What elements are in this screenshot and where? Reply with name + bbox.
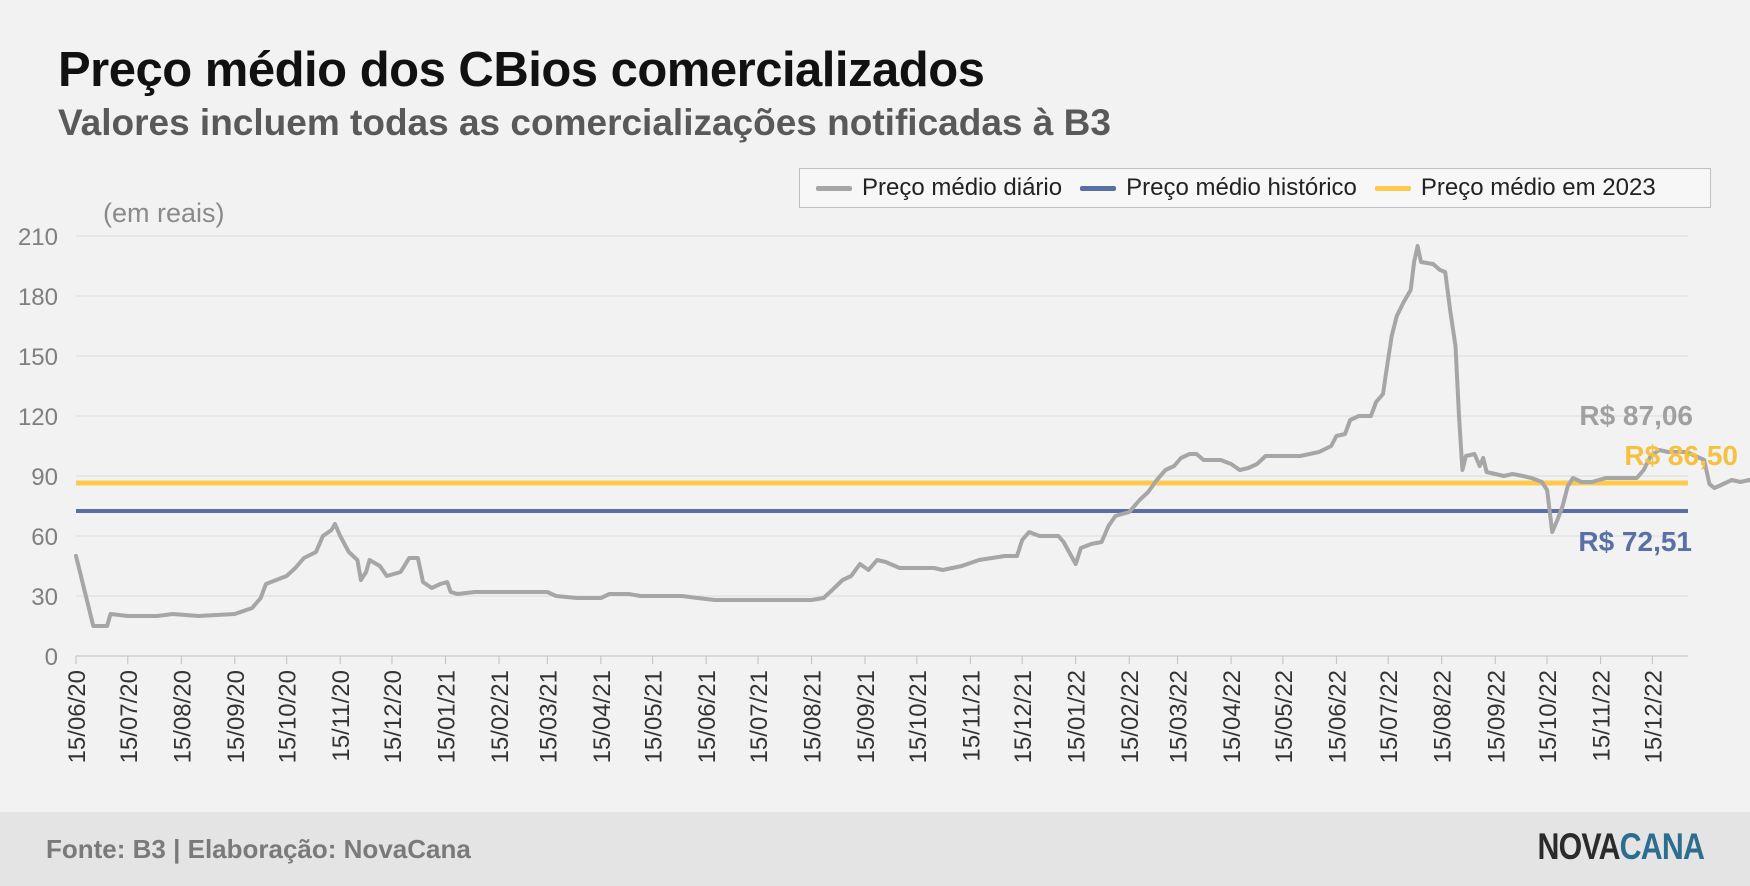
x-tick-label: 15/01/22 — [1064, 670, 1091, 763]
legend-item-2023: Preço médio em 2023 — [1374, 174, 1656, 202]
legend-item-historic: Preço médio histórico — [1080, 174, 1357, 202]
x-tick-label: 15/02/22 — [1117, 670, 1144, 763]
x-tick-label: 15/07/22 — [1376, 670, 1403, 763]
legend-swatch-historic — [1080, 185, 1117, 191]
footer: Fonte: B3 | Elaboração: NovaCana NOVACAN… — [0, 812, 1750, 886]
y-tick-label: 180 — [18, 284, 58, 311]
x-tick-label: 15/11/21 — [958, 670, 985, 762]
daily-price-line — [74, 244, 1750, 628]
x-tick-label: 15/12/22 — [1640, 670, 1667, 763]
x-tick-label: 15/10/20 — [275, 670, 302, 763]
chart: 0 30 60 90 120 150 180 210 (em reais) 15/06/20 15… — [18, 198, 1750, 763]
legend-label-historic: Preço médio histórico — [1126, 174, 1357, 201]
legend-swatch-2023 — [1374, 185, 1411, 191]
y-tick-label: 120 — [18, 404, 58, 431]
x-tick-label: 15/08/21 — [800, 670, 827, 763]
x-tick-label: 15/11/20 — [328, 670, 355, 762]
legend-swatch-daily — [816, 185, 852, 191]
legend-label-daily: Preço médio diário — [862, 174, 1063, 201]
x-tick-label: 15/07/21 — [746, 670, 773, 763]
x-tick-label: 15/07/20 — [116, 670, 143, 763]
y-tick-label: 90 — [31, 464, 58, 491]
y-tick-label: 210 — [18, 224, 58, 251]
novacana-logo: NOVACANA — [1537, 826, 1705, 868]
x-tick-label: 15/09/20 — [223, 670, 250, 763]
x-tick-label: 15/01/21 — [433, 670, 460, 763]
x-tick-label: 15/03/22 — [1166, 670, 1193, 763]
chart-legend: Preço médio diário Preço médio histórico… — [799, 168, 1711, 208]
x-tick-label: 15/11/22 — [1589, 670, 1616, 762]
page-title: Preço médio dos CBios comercializados — [58, 43, 985, 97]
x-tick-label: 15/09/21 — [853, 670, 880, 763]
label-historic-average: R$ 72,51 — [1578, 526, 1692, 557]
x-tick-label: 15/04/21 — [589, 670, 616, 763]
legend-item-daily: Preço médio diário — [816, 174, 1062, 202]
logo-text-cana: CANA — [1619, 826, 1705, 867]
x-tick-label: 15/06/21 — [694, 670, 721, 763]
x-tick-label: 15/12/20 — [380, 670, 407, 763]
y-tick-label: 30 — [31, 584, 58, 611]
x-tick-label: 15/06/22 — [1324, 670, 1351, 763]
x-tick-label: 15/08/22 — [1430, 670, 1457, 763]
x-tick-label: 15/05/22 — [1271, 670, 1298, 763]
x-tick-label: 15/12/21 — [1010, 670, 1037, 763]
x-tick-label: 15/10/22 — [1535, 670, 1562, 763]
x-tick-label: 15/02/21 — [487, 670, 514, 763]
x-tick-label: 15/10/21 — [905, 670, 932, 763]
y-tick-label: 150 — [18, 344, 58, 371]
y-tick-label: 60 — [31, 524, 58, 551]
legend-label-2023: Preço médio em 2023 — [1420, 174, 1656, 201]
source-note: Fonte: B3 | Elaboração: NovaCana — [46, 834, 471, 864]
label-2023-average: R$ 86,50 — [1624, 440, 1738, 471]
x-tick-label: 15/05/21 — [641, 670, 668, 763]
x-tick-label: 15/08/20 — [169, 670, 196, 763]
x-tick-label: 15/06/20 — [64, 670, 91, 763]
page-subtitle: Valores incluem todas as comercializaçõe… — [58, 102, 1111, 143]
x-tick-label: 15/04/22 — [1219, 670, 1246, 763]
x-tick-label: 15/09/22 — [1483, 670, 1510, 763]
x-tick-label: 15/03/21 — [535, 670, 562, 763]
label-last-daily-value: R$ 87,06 — [1579, 400, 1693, 431]
logo-text-nova: NOVA — [1537, 826, 1621, 867]
y-tick-label: 0 — [45, 644, 58, 671]
y-unit-label: (em reais) — [103, 198, 225, 228]
